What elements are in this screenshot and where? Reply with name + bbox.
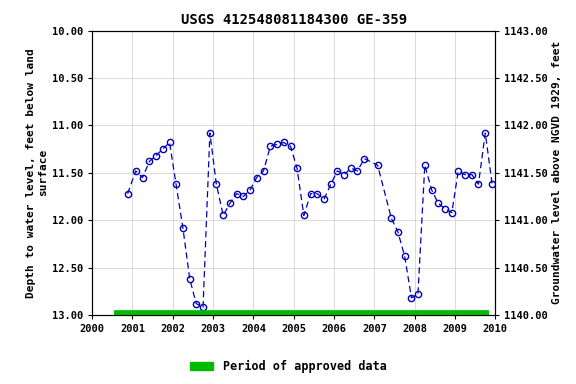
Title: USGS 412548081184300 GE-359: USGS 412548081184300 GE-359	[181, 13, 407, 27]
Y-axis label: Groundwater level above NGVD 1929, feet: Groundwater level above NGVD 1929, feet	[552, 41, 562, 305]
Y-axis label: Depth to water level, feet below land
surface: Depth to water level, feet below land su…	[26, 48, 48, 298]
Legend: Period of approved data: Period of approved data	[185, 356, 391, 378]
